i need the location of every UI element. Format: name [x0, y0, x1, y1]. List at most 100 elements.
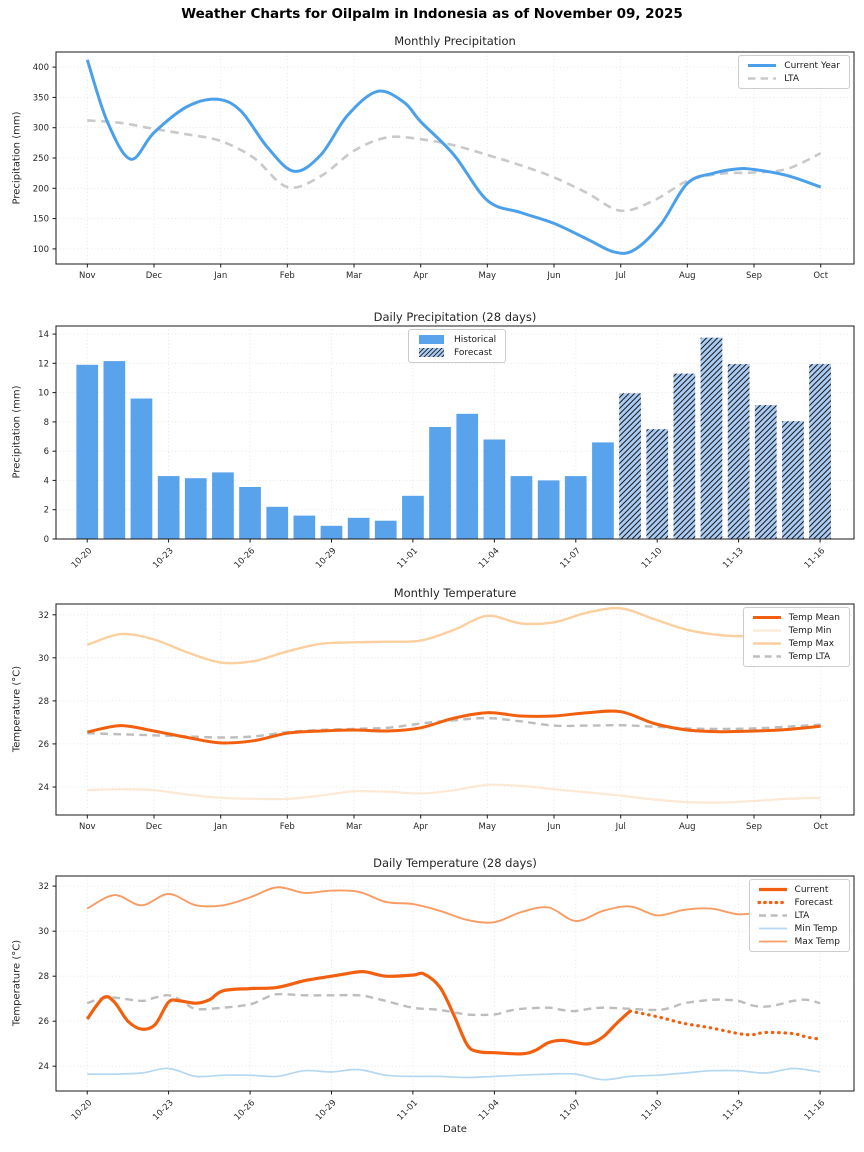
legend-label: LTA	[794, 910, 810, 921]
historical-bar	[239, 487, 261, 539]
x-tick-label: 11-13	[721, 1098, 746, 1123]
x-tick-label: Feb	[280, 822, 295, 832]
x-tick-label: 11-10	[640, 1098, 665, 1123]
legend-label: Min Temp	[794, 923, 838, 934]
legend-label: Current	[794, 884, 829, 895]
legend-item: Temp LTA	[751, 651, 840, 662]
y-tick-label: 32	[38, 882, 49, 892]
historical-bar	[564, 476, 587, 539]
x-tick-label: Mar	[346, 822, 363, 832]
x-tick-label: 10-26	[233, 1098, 258, 1123]
daily-precipitation-plot: 0 2 4 6 8 10 12 14 10-20 10-23 10-26 10-29 11-01 11-0…	[38, 325, 855, 571]
legend-item: Forecast	[756, 897, 840, 908]
y-tick-label: 250	[33, 154, 49, 164]
series-current	[85, 970, 632, 1056]
legend-swatch	[758, 887, 787, 892]
x-tick-label: 11-07	[558, 1098, 583, 1123]
legend-swatch	[752, 616, 781, 619]
legend-label: Temp LTA	[788, 651, 831, 662]
legend-label: Max Temp	[794, 936, 840, 947]
series-min-temp	[87, 1067, 821, 1081]
x-tick-label: Dec	[146, 822, 163, 832]
legend-swatch	[419, 335, 444, 344]
monthly-temperature-chart: Monthly Temperature Temperature (°C) 24 2…	[0, 578, 864, 848]
legend-swatch	[758, 914, 787, 917]
legend-swatch	[752, 655, 781, 658]
monthly-precipitation-legend: Current Year LTA	[738, 55, 850, 89]
legend-label: Current Year	[784, 60, 840, 71]
axes-ticks: 24 26 28 30 32 Nov Dec Jan Feb Mar Apr May Jun Jul Aug…	[38, 611, 829, 832]
x-tick-label: Feb	[280, 271, 295, 281]
y-tick-label: 32	[38, 611, 49, 621]
x-tick-label: 10-29	[314, 546, 339, 571]
legend-swatch	[748, 77, 777, 80]
historical-bar	[483, 439, 506, 539]
daily-temperature-chart: Daily Temperature (28 days) Temperature …	[0, 848, 864, 1152]
x-tick-label: May	[479, 822, 497, 832]
legend-label: Temp Max	[788, 638, 835, 649]
legend-swatch	[752, 642, 781, 645]
x-tick-label: 10-20	[70, 1098, 95, 1123]
y-tick-label: 28	[38, 972, 49, 982]
series-temp-lta	[87, 716, 821, 739]
series-lta	[87, 119, 822, 213]
historical-bar	[402, 495, 424, 539]
legend-item: Current Year	[746, 60, 840, 71]
legend-label: Temp Mean	[788, 612, 840, 623]
x-tick-label: Dec	[146, 271, 163, 281]
x-tick-label: Mar	[346, 271, 363, 281]
x-tick-label: 10-29	[314, 1098, 339, 1123]
historical-bar	[293, 515, 316, 539]
plot-border	[55, 325, 855, 540]
chart-title-daily-precipitation: Daily Precipitation (28 days)	[373, 310, 537, 324]
x-tick-label: 11-16	[803, 1098, 828, 1123]
legend-label: Temp Min	[788, 625, 832, 636]
x-tick-label: 11-01	[395, 1098, 420, 1123]
series-forecast	[628, 1009, 822, 1041]
x-tick-label: 11-16	[803, 546, 828, 571]
axes-ticks: 100 150 200 250 300 350 400 Nov Dec Jan Feb Mar Apr M…	[33, 63, 829, 281]
x-tick-label: Jan	[213, 822, 227, 832]
daily-temperature-legend: Current Forecast LTA Min Temp Max Temp	[748, 879, 850, 952]
y-tick-label: 100	[33, 245, 49, 255]
historical-bar	[592, 442, 614, 539]
y-tick-label: 24	[38, 783, 49, 793]
y-tick-label: 26	[38, 1017, 49, 1027]
daily-precipitation-legend: Historical Forecast	[408, 329, 507, 363]
y-tick-label: 26	[38, 740, 49, 750]
x-tick-label: 11-01	[395, 546, 420, 571]
historical-bar	[103, 361, 126, 539]
plot-border	[55, 603, 855, 816]
y-tick-label: 30	[38, 654, 49, 664]
legend-label: LTA	[784, 73, 800, 84]
grid	[56, 876, 854, 1091]
x-tick-label: 10-23	[151, 1098, 176, 1123]
forecast-bar-hatch	[673, 373, 696, 539]
legend-swatch	[756, 900, 789, 905]
historical-bar	[456, 413, 479, 539]
y-tick-label: 14	[38, 330, 49, 340]
legend-label: Forecast	[794, 897, 833, 908]
historical-bar	[537, 480, 560, 539]
forecast-bar-hatch	[782, 421, 804, 539]
y-tick-label: 10	[38, 389, 49, 399]
historical-bar	[76, 364, 99, 539]
x-tick-label: Sep	[746, 822, 762, 832]
legend-swatch	[758, 940, 787, 943]
precipitation-bars	[76, 337, 831, 539]
series-max-temp	[86, 886, 821, 924]
x-tick-label: 10-23	[151, 546, 176, 571]
y-tick-label: 6	[44, 447, 49, 457]
legend-swatch	[419, 348, 444, 357]
legend-swatch	[752, 629, 781, 632]
y-tick-label: 2	[44, 506, 49, 516]
y-tick-label: 24	[38, 1062, 49, 1072]
plot-border	[55, 875, 855, 1092]
legend-item: Historical	[416, 334, 496, 345]
series-temp-min	[87, 783, 821, 804]
y-tick-label: 4	[44, 476, 49, 486]
x-tick-label: May	[479, 271, 497, 281]
x-tick-label: Aug	[679, 822, 696, 832]
monthly-temperature-legend: Temp Mean Temp Min Temp Max Temp LTA	[742, 607, 850, 667]
y-tick-label: 150	[33, 215, 49, 225]
